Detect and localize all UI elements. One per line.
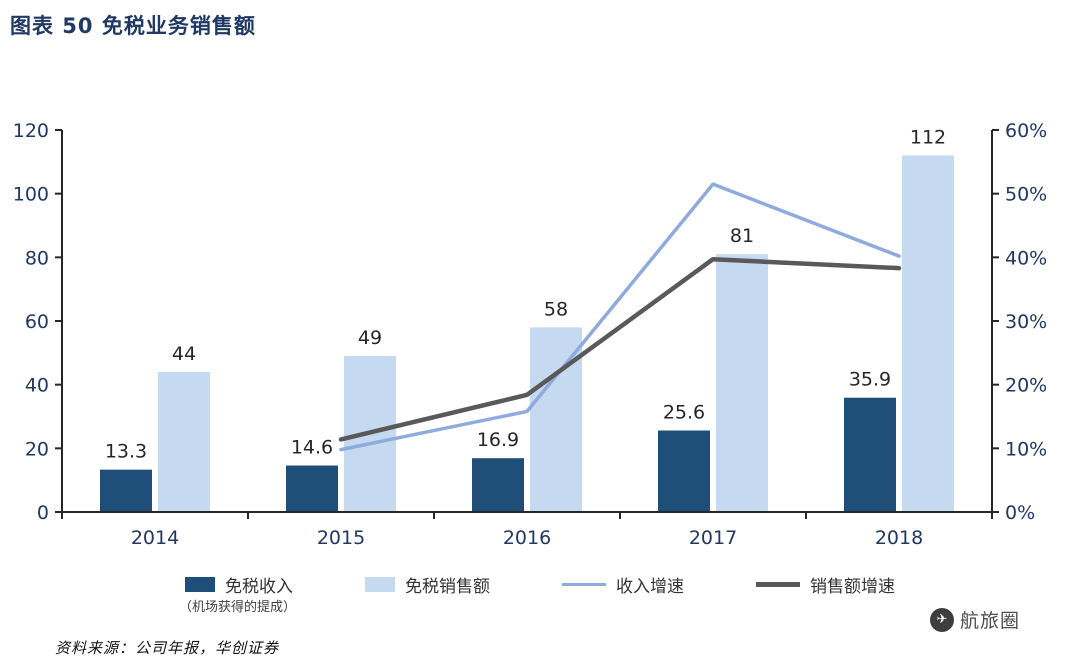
right-tick-label: 10% (1005, 438, 1047, 460)
legend-label: 销售额增速 (810, 577, 895, 597)
left-tick-label: 40 (25, 375, 49, 397)
legend-label: 收入增速 (616, 577, 684, 597)
right-tick-label: 30% (1005, 311, 1047, 333)
airplane-logo-icon: ✈ (929, 607, 954, 632)
legend-item: 免税收入 （机场获得的提成） (179, 572, 296, 615)
left-tick-label: 60 (25, 311, 49, 333)
source-note: 资料来源：公司年报，华创证券 (55, 639, 280, 657)
bar-value-label: 14.6 (291, 437, 333, 459)
left-tick-label: 20 (25, 438, 49, 460)
right-tick-label: 20% (1005, 375, 1047, 397)
watermark: ✈ 航旅圈 (929, 606, 1020, 633)
category-label: 2016 (503, 527, 551, 549)
left-tick-label: 100 (13, 184, 49, 206)
bar-segment (472, 458, 524, 512)
right-tick-label: 0% (1005, 502, 1035, 524)
left-tick-label: 0 (37, 502, 49, 524)
bar-value-label: 112 (910, 126, 946, 148)
figure-title: 图表 50 免税业务销售额 (10, 14, 256, 38)
legend-line-swatch (756, 582, 800, 587)
watermark-text: 航旅圈 (959, 610, 1020, 632)
bar-value-label: 13.3 (105, 441, 147, 463)
combo-chart: 13.3 14.6 16.9 25.6 35.9 44 49 58 81 112 0 20 40 60 80… (13, 120, 1048, 549)
bar-value-label: 25.6 (663, 402, 705, 424)
bar-segment (844, 397, 896, 512)
legend-label: 免税收入 (225, 577, 293, 597)
bar-segment (158, 371, 210, 512)
left-tick-label: 80 (25, 247, 49, 269)
chart-legend: 免税收入 （机场获得的提成） 免税销售额 收入增速 销售额增速 (0, 572, 1080, 615)
bar-value-label: 81 (730, 225, 754, 247)
legend-bar-swatch (185, 577, 215, 592)
right-tick-label: 60% (1005, 120, 1047, 142)
bar-segment (658, 430, 710, 512)
bar-segment (530, 327, 582, 512)
legend-note: （机场获得的提成） (179, 600, 297, 615)
bar-segment (716, 254, 768, 512)
bar-segment (286, 465, 338, 512)
trend-line (339, 182, 901, 452)
legend-bar-swatch (365, 577, 395, 592)
legend-item: 收入增速 (562, 572, 684, 597)
category-label: 2018 (875, 527, 923, 549)
legend-item: 免税销售额 (365, 572, 490, 597)
legend-label: 免税销售额 (405, 577, 490, 597)
category-label: 2014 (131, 527, 179, 549)
trend-line (338, 256, 902, 442)
bar-value-label: 35.9 (849, 369, 891, 391)
bar-value-label: 49 (358, 327, 382, 349)
bar-segment (100, 469, 152, 512)
legend-item: 销售额增速 (756, 572, 895, 597)
left-tick-label: 120 (13, 120, 49, 142)
bar-segment (902, 155, 954, 512)
category-label: 2017 (689, 527, 737, 549)
bar-value-label: 16.9 (477, 429, 519, 451)
bar-value-label: 44 (172, 343, 196, 365)
right-tick-label: 40% (1005, 247, 1047, 269)
chart-area: 13.3 14.6 16.9 25.6 35.9 44 49 58 81 112 0 20 40 60 80… (0, 100, 1080, 560)
category-label: 2015 (317, 527, 365, 549)
bar-value-label: 58 (544, 298, 568, 320)
legend-line-swatch (562, 583, 606, 586)
right-tick-label: 50% (1005, 184, 1047, 206)
